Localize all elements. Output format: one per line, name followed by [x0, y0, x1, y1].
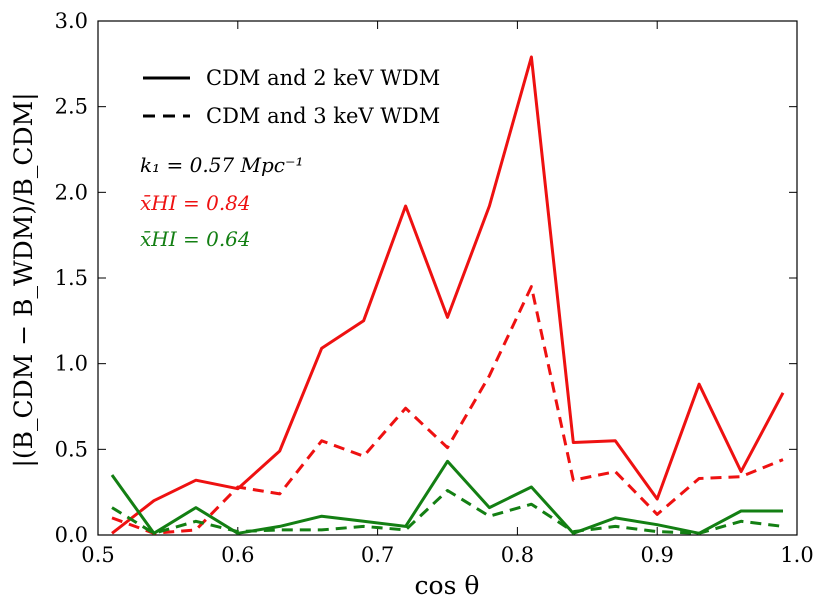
legend-label-3kev: CDM and 3 keV WDM — [206, 104, 440, 128]
x-tick-label: 0.6 — [221, 543, 254, 567]
legend: CDM and 2 keV WDM CDM and 3 keV WDM — [143, 66, 440, 128]
series-line-3 — [110, 459, 783, 535]
x-tick-label: 0.5 — [81, 543, 114, 567]
series-layer — [110, 55, 785, 535]
x-tick-label: 0.9 — [640, 543, 673, 567]
x-tick-label: 0.8 — [501, 543, 534, 567]
y-tick-label: 2.5 — [55, 95, 88, 119]
y-tick-label: 2.0 — [55, 180, 88, 204]
series-line-1 — [111, 55, 785, 535]
x-axis-label: cos θ — [415, 571, 480, 600]
y-tick-label: 1.0 — [55, 352, 88, 376]
y-tick-label: 3.0 — [55, 9, 88, 33]
annotation-xhi-084: x̄HI = 0.84 — [140, 191, 251, 215]
x-axis: 0.5 0.6 0.7 0.8 0.9 1.0 — [81, 21, 814, 567]
y-axis-label: |(B_CDM − B_WDM)/B_CDM| — [9, 92, 39, 467]
plot-frame — [97, 20, 798, 536]
x-tick-label: 1.0 — [780, 543, 813, 567]
y-axis: 0.0 0.5 1.0 1.5 2.0 2.5 3.0 — [55, 9, 797, 547]
series-line-4 — [111, 489, 784, 535]
y-tick-label: 0.5 — [55, 437, 88, 461]
y-tick-label: 0.0 — [55, 523, 88, 547]
legend-label-2kev: CDM and 2 keV WDM — [206, 66, 440, 90]
series-line-2 — [111, 285, 784, 535]
annotation-k1: k₁ = 0.57 Mpc⁻¹ — [140, 153, 304, 177]
annotation-xhi-064: x̄HI = 0.64 — [140, 227, 251, 251]
y-tick-label: 1.5 — [55, 266, 88, 290]
x-tick-label: 0.7 — [361, 543, 394, 567]
